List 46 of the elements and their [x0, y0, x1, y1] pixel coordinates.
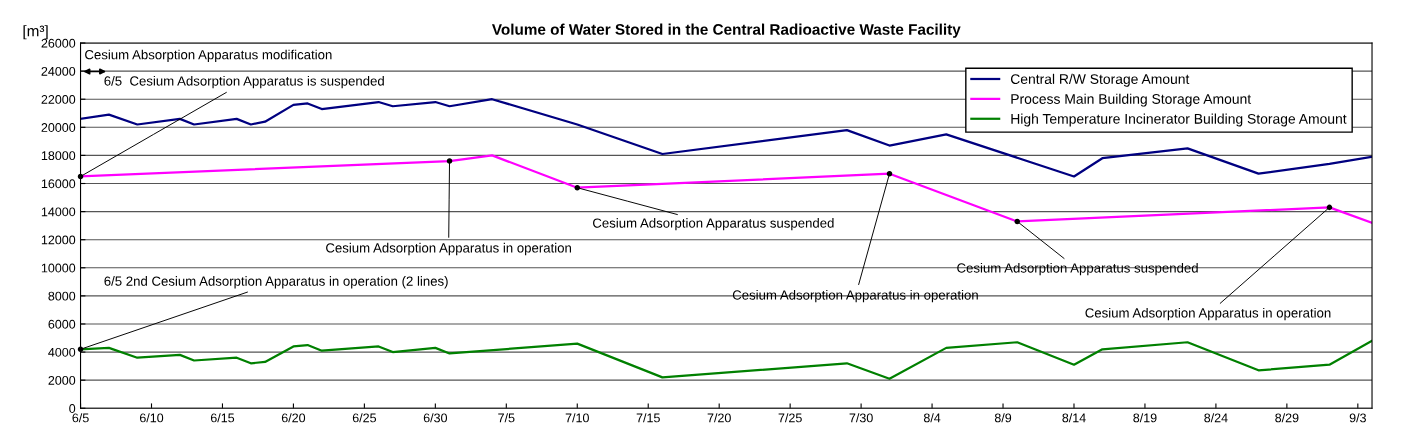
x-tick-label: 8/9: [994, 413, 1012, 423]
x-tick-label: 8/14: [1062, 413, 1086, 423]
x-tick-label: 7/10: [565, 413, 589, 423]
y-tick-label: 0: [69, 404, 76, 413]
x-tick-label: 6/25: [352, 413, 377, 423]
y-tick-label: 8000: [48, 291, 76, 301]
annotation: Cesium Adsorption Apparatus in operation: [1085, 307, 1331, 321]
annotation: Cesium Absorption Apparatus modification: [85, 49, 332, 62]
y-tick-label: 10000: [41, 263, 76, 273]
y-tick-label: 22000: [41, 95, 76, 104]
x-tick-label: 7/15: [636, 413, 660, 423]
y-tick-label: 20000: [41, 123, 76, 132]
annotation: Cesium Adsorption Apparatus in operation: [732, 289, 978, 303]
legend-label: Central R/W Storage Amount: [1010, 73, 1190, 87]
y-tick-label: 6000: [48, 319, 76, 329]
x-tick-label: 6/15: [210, 413, 235, 423]
y-tick-label: 24000: [41, 66, 76, 76]
x-tick-label: 8/19: [1133, 413, 1157, 423]
annotation: Cesium Adsorption Apparatus in operation: [326, 242, 571, 256]
annotation: Cesium Adsorption Apparatus suspended: [957, 262, 1198, 276]
y-axis-title: [m³]: [23, 25, 48, 40]
x-tick-label: 7/5: [498, 413, 515, 423]
x-tick-label: 7/20: [707, 413, 731, 423]
annotation: 6/5 Cesium Adsorption Apparatus is suspended: [104, 75, 384, 89]
y-tick-label: 18000: [41, 151, 76, 161]
chart-title: Volume of Water Stored in the Central Radioactive Waste Facility: [491, 23, 961, 38]
x-tick-label: 6/20: [281, 413, 306, 423]
x-tick-label: 7/30: [849, 413, 873, 423]
y-tick-label: 16000: [41, 179, 76, 189]
y-tick-label: 12000: [41, 235, 76, 245]
y-tick-label: 26000: [41, 38, 76, 48]
x-tick-label: 8/24: [1204, 413, 1228, 423]
x-tick-label: 8/29: [1275, 413, 1299, 423]
x-tick-label: 6/10: [139, 413, 164, 423]
x-tick-label: 8/4: [923, 413, 941, 423]
y-tick-label: 2000: [48, 375, 76, 385]
annotation: Cesium Adsorption Apparatus suspended: [593, 218, 834, 231]
legend-label: Process Main Building Storage Amount: [1011, 93, 1252, 107]
x-tick-label: 6/30: [423, 413, 448, 423]
y-tick-label: 14000: [41, 207, 76, 217]
x-tick-label: 6/5: [72, 413, 89, 423]
x-tick-label: 7/25: [778, 413, 802, 423]
x-tick-label: 9/3: [1349, 413, 1366, 423]
y-tick-label: 4000: [48, 347, 76, 357]
annotation: 6/5 2nd Cesium Adsorption Apparatus in operation (2 lines): [104, 276, 448, 289]
legend-label: High Temperature Incinerator Building Storage Amount: [1011, 113, 1347, 127]
